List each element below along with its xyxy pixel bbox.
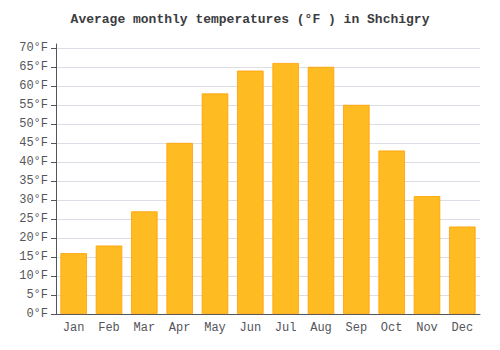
svg-text:65°F: 65°F <box>19 60 48 74</box>
svg-text:50°F: 50°F <box>19 117 48 131</box>
svg-text:40°F: 40°F <box>19 155 48 169</box>
svg-text:25°F: 25°F <box>19 212 48 226</box>
svg-text:Dec: Dec <box>452 321 474 335</box>
svg-text:Jan: Jan <box>63 321 85 335</box>
svg-text:May: May <box>204 321 226 335</box>
svg-text:35°F: 35°F <box>19 174 48 188</box>
svg-text:Apr: Apr <box>169 321 191 335</box>
svg-text:Aug: Aug <box>310 321 332 335</box>
svg-text:Feb: Feb <box>98 321 120 335</box>
svg-text:55°F: 55°F <box>19 98 48 112</box>
svg-text:10°F: 10°F <box>19 269 48 283</box>
svg-text:Average monthly temperatures (: Average monthly temperatures (°F ) in Sh… <box>71 12 430 27</box>
svg-text:60°F: 60°F <box>19 79 48 93</box>
svg-text:15°F: 15°F <box>19 250 48 264</box>
svg-text:30°F: 30°F <box>19 193 48 207</box>
svg-text:45°F: 45°F <box>19 136 48 150</box>
svg-text:Jun: Jun <box>240 321 262 335</box>
svg-text:0°F: 0°F <box>26 307 48 321</box>
svg-text:70°F: 70°F <box>19 41 48 55</box>
svg-text:Sep: Sep <box>346 321 368 335</box>
svg-text:Jul: Jul <box>275 321 297 335</box>
svg-text:Mar: Mar <box>134 321 156 335</box>
svg-text:20°F: 20°F <box>19 231 48 245</box>
svg-text:Nov: Nov <box>416 321 438 335</box>
svg-text:5°F: 5°F <box>26 288 48 302</box>
svg-text:Oct: Oct <box>381 321 403 335</box>
